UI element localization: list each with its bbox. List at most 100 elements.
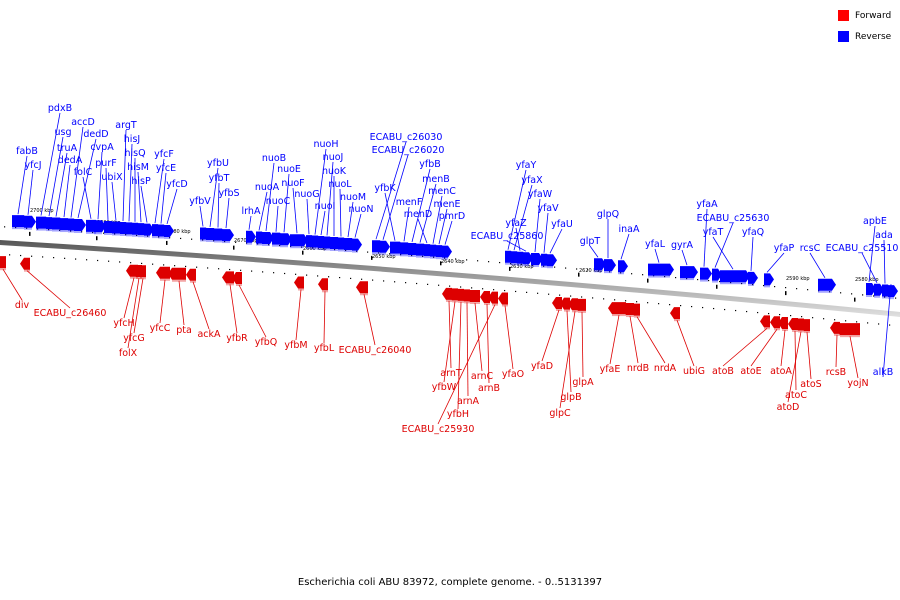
gene-arrow-atoS[interactable] [800,319,810,332]
gene-label-yfbT[interactable]: yfbT [209,173,230,184]
gene-arrow-yfcC[interactable] [156,266,170,279]
gene-arrow-yfaW[interactable] [531,252,543,265]
gene-arrow-yfbS[interactable] [222,229,234,242]
gene-arrow-arnB[interactable] [480,290,490,303]
gene-label-atoC[interactable]: atoC [785,390,807,401]
gene-label-yfcD[interactable]: yfcD [166,179,188,190]
gene-label-hisP[interactable]: hisP [131,176,151,187]
gene-arrow-arnT[interactable] [442,287,452,300]
gene-label-hisQ[interactable]: hisQ [124,148,145,159]
gene-arrow-rcsC[interactable] [818,278,836,291]
gene-label-yfcC[interactable]: yfcC [150,323,171,334]
gene-label-accD[interactable]: accD [71,117,95,128]
gene-label-yfbK[interactable]: yfbK [374,183,396,194]
gene-arrow-arnA[interactable] [460,289,470,302]
gene-arrow-atoC[interactable] [788,317,798,330]
gene-arrow-glpC[interactable] [568,298,578,311]
gene-label-arnB[interactable]: arnB [478,383,500,394]
gene-arrow-yfbQ[interactable] [232,271,242,284]
gene-arrow-ackA[interactable] [186,268,196,281]
gene-label-yfaA[interactable]: yfaA [696,199,718,210]
gene-label-yfaU[interactable]: yfaU [551,219,573,230]
gene-arrow-arnC[interactable] [466,290,480,303]
gene-label-cvpA[interactable]: cvpA [90,142,114,153]
gene-label-apbE[interactable]: apbE [863,216,887,227]
gene-arrow-cvpA[interactable] [94,220,106,233]
gene-label-yfbH[interactable]: yfbH [447,409,469,420]
gene-label-arnC[interactable]: arnC [471,371,494,382]
gene-label-yfbQ[interactable]: yfbQ [255,337,277,348]
gene-arrow-alkB[interactable] [888,285,898,298]
gene-label-dedD[interactable]: dedD [83,129,108,140]
gene-arrow-glpA[interactable] [574,298,586,311]
gene-label-ECABU_c26040[interactable]: ECABU_c26040 [339,345,412,356]
gene-label-nuoN[interactable]: nuoN [349,204,374,215]
gene-label-ECABU_c25630[interactable]: ECABU_c25630 [697,213,770,224]
gene-label-ECABU_c25510[interactable]: ECABU_c25510 [826,243,899,254]
gene-label-ECABU_c25860[interactable]: ECABU_c25860 [471,231,544,242]
gene-arrow-yfcG[interactable] [136,265,146,278]
gene-label-yfbW[interactable]: yfbW [432,382,457,393]
gene-label-truA[interactable]: truA [57,143,78,154]
gene-label-argT[interactable]: argT [115,120,137,131]
gene-label-yfaQ[interactable]: yfaQ [742,227,764,238]
gene-label-atoA[interactable]: atoA [770,366,792,377]
gene-label-yfaY[interactable]: yfaY [516,160,537,171]
gene-label-yfaX[interactable]: yfaX [521,175,543,186]
gene-arrow-yfaA[interactable] [700,267,712,280]
gene-label-yfbL[interactable]: yfbL [314,343,335,354]
gene-arrow-glpQ[interactable] [604,259,616,272]
gene-label-dedA[interactable]: dedA [58,155,83,166]
gene-arrow-yfaQ[interactable] [748,271,758,284]
gene-label-nuoE[interactable]: nuoE [277,164,301,175]
gene-label-yfbV[interactable]: yfbV [189,196,211,207]
gene-label-pdxB[interactable]: pdxB [48,103,72,114]
gene-arrow-yfbM[interactable] [294,276,304,289]
gene-label-yfaV[interactable]: yfaV [537,203,559,214]
gene-label-ECABU_c26030[interactable]: ECABU_c26030 [370,132,443,143]
gene-label-nuoM[interactable]: nuoM [340,192,366,203]
gene-label-nuoA[interactable]: nuoA [255,182,280,193]
gene-arrow-ECABU_c25630[interactable] [712,268,722,281]
gene-arrow-pta[interactable] [168,267,186,280]
gene-label-pmrD[interactable]: pmrD [439,211,466,222]
gene-arrow-glpT[interactable] [594,258,606,271]
gene-arrow-atoE[interactable] [770,316,780,329]
gene-label-glpB[interactable]: glpB [560,392,581,403]
gene-arrow-ECABU_c25930[interactable] [488,291,498,304]
gene-label-gyrA[interactable]: gyrA [671,240,694,251]
gene-label-glpA[interactable]: glpA [572,377,594,388]
gene-label-yojN[interactable]: yojN [847,378,868,389]
gene-label-fabB[interactable]: fabB [16,146,38,157]
gene-label-div[interactable]: div [15,300,30,311]
gene-arrow-yfaE[interactable] [608,302,626,315]
gene-label-menB[interactable]: menB [422,174,450,185]
gene-label-nrdB[interactable]: nrdB [627,363,649,374]
gene-arrow-yfcJ[interactable] [24,215,36,228]
gene-label-nuoF[interactable]: nuoF [281,178,304,189]
gene-label-alkB[interactable]: alkB [873,367,893,378]
gene-arrow-nuoB[interactable] [262,231,274,244]
gene-arrow-gyrA[interactable] [680,266,698,279]
gene-label-ECABU_c26020[interactable]: ECABU_c26020 [372,145,445,156]
gene-label-atoE[interactable]: atoE [740,366,761,377]
gene-label-rcsB[interactable]: rcsB [826,367,846,378]
gene-label-folC[interactable]: folC [74,167,93,178]
gene-label-inaA[interactable]: inaA [619,224,640,235]
gene-label-purF[interactable]: purF [95,158,116,169]
gene-arrow-nuoF[interactable] [290,234,308,247]
gene-label-arnA[interactable]: arnA [457,396,480,407]
gene-arrow-dedD[interactable] [74,218,86,231]
gene-label-folX[interactable]: folX [119,348,138,359]
gene-label-ubiG[interactable]: ubiG [683,366,705,377]
gene-label-nuoH[interactable]: nuoH [314,139,339,150]
gene-label-glpQ[interactable]: glpQ [597,209,619,220]
gene-arrow-lrhA[interactable] [246,230,256,243]
gene-arrow-glpB[interactable] [560,297,570,310]
gene-label-rcsC[interactable]: rcsC [800,243,821,254]
gene-label-nuoL[interactable]: nuoL [328,179,352,190]
gene-arrow-atoD[interactable] [794,318,804,331]
gene-label-yfaP[interactable]: yfaP [774,243,795,254]
gene-label-atoB[interactable]: atoB [712,366,734,377]
gene-label-yfcG[interactable]: yfcG [123,333,145,344]
